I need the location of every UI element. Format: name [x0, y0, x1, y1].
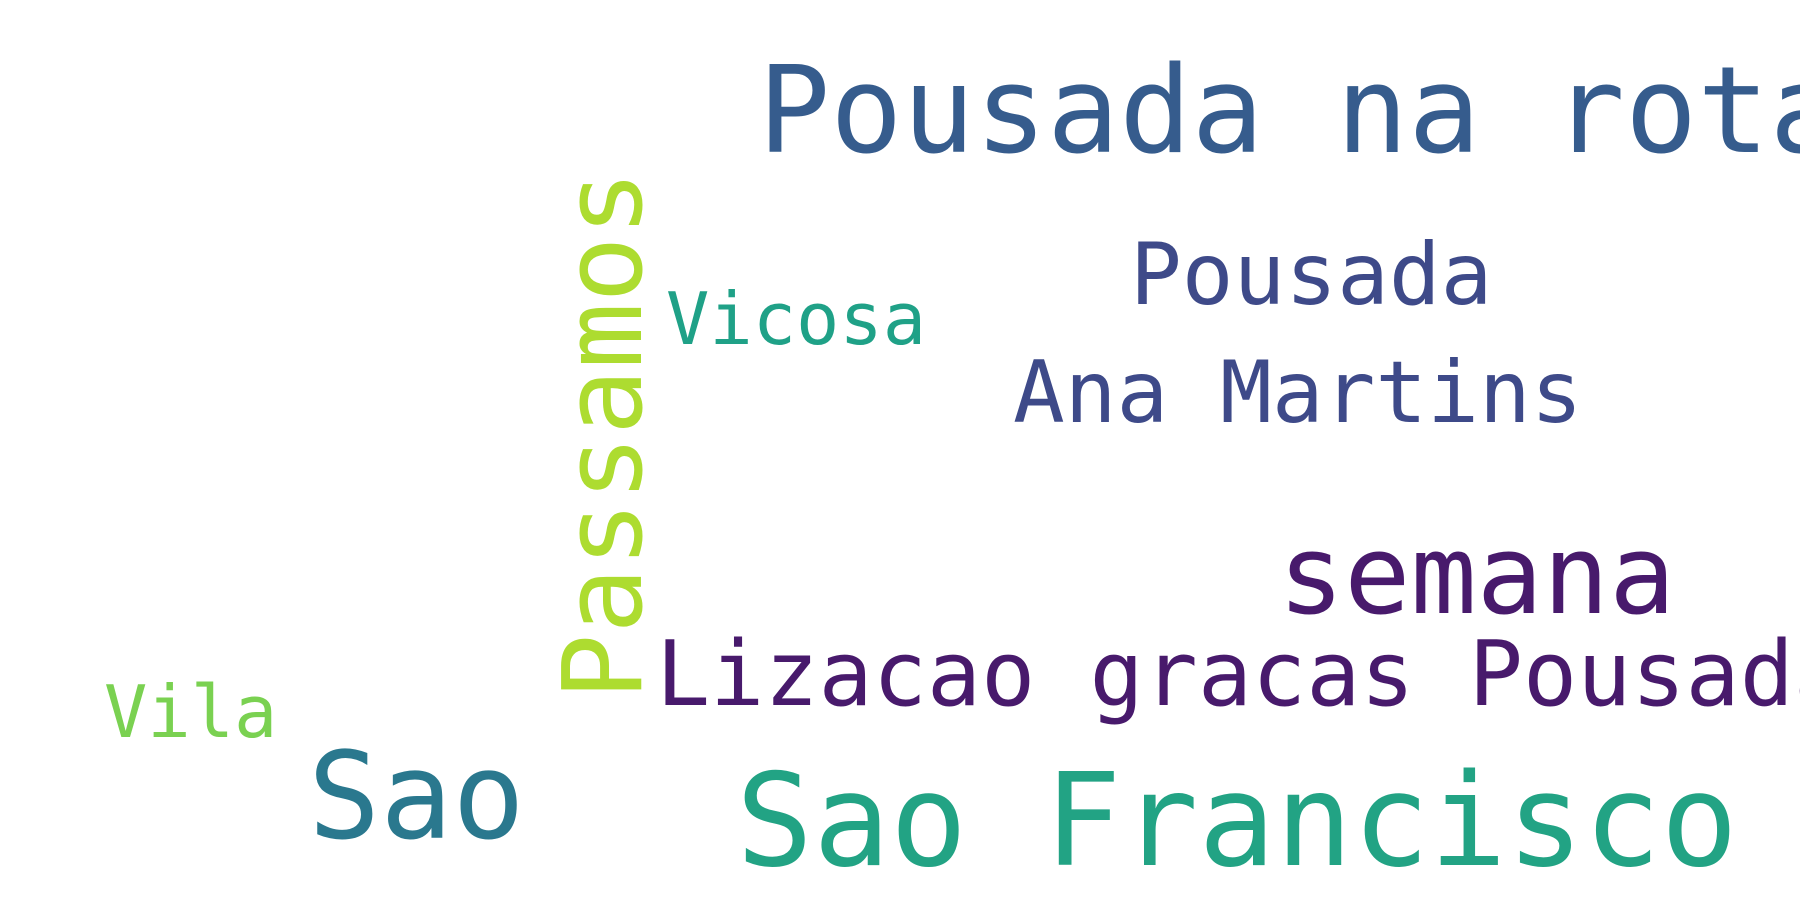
- word-pousada: Pousada: [1130, 225, 1493, 325]
- word-lizacao-gracas-pousada: Lizacao gracas Pousada: [656, 622, 1800, 727]
- word-semana: semana: [1278, 511, 1676, 639]
- word-ana-martins: Ana Martins: [1013, 343, 1583, 443]
- word-vila: Vila: [104, 670, 278, 754]
- word-pousada-na-rota: Pousada na rota: [758, 42, 1800, 181]
- word-sao: Sao: [308, 728, 525, 867]
- word-sao-francisco: Sao Francisco: [736, 747, 1738, 896]
- word-passamos: Passamos: [539, 170, 667, 700]
- word-vicosa: Vicosa: [666, 277, 927, 361]
